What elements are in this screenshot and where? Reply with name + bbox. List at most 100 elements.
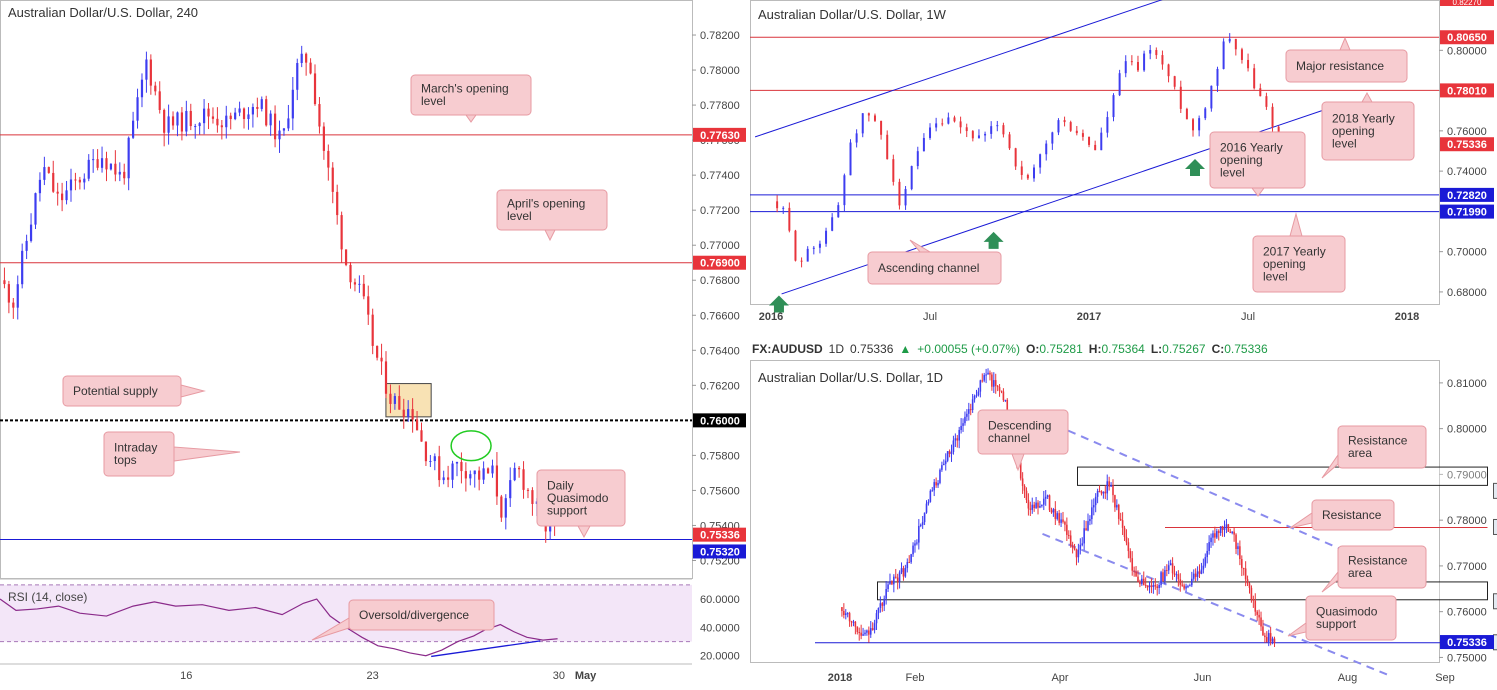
daily-chart[interactable]: 0.81000 0.80000 0.79000 0.78000 0.77000 0.760… [750, 360, 1497, 690]
d-candle-body-120 [1071, 545, 1074, 548]
w-candle-body-67 [1185, 108, 1188, 120]
h4-price-tag-2-text: 0.76000 [700, 415, 740, 427]
h4-chart[interactable]: 0.782000.780000.778000.776000.774000.772… [0, 0, 746, 690]
w-candle-body-0 [776, 201, 779, 209]
d-zone-0 [1077, 466, 1488, 486]
d-candle-body-121 [1073, 547, 1076, 550]
low-label: L: [1150, 342, 1163, 356]
d-candle-body-138 [1106, 481, 1109, 494]
d-y-tick-2: 0.79000 [1447, 469, 1487, 481]
w-candle-body-16 [873, 115, 876, 121]
symbol-interval: 1D [828, 342, 845, 356]
w-y-tick-6: 0.68000 [1447, 287, 1487, 299]
h4-candle-body-56 [251, 106, 254, 115]
d-candle-body-165 [1158, 584, 1160, 588]
w-candle-body-57 [1124, 61, 1127, 74]
w-candle-body-9 [831, 217, 834, 231]
w-candle-body-71 [1210, 85, 1213, 109]
weekly-chart-panel[interactable]: 0.800000.780000.760000.740000.720000.700… [750, 0, 1497, 336]
d-candle-body-115 [1062, 519, 1064, 522]
h4-price-tag-4-text: 0.75320 [700, 546, 740, 558]
d-candle-body-61 [958, 430, 960, 441]
h4-candle-body-16 [74, 179, 77, 181]
d-candle-body-153 [1135, 571, 1137, 577]
h4-callout-qm-text-1: Quasimodo [547, 491, 609, 505]
d-candle-body-42 [921, 522, 924, 525]
h4-candle-body-116 [518, 467, 521, 470]
h4-candle-body-123 [549, 522, 552, 532]
d-candles [841, 368, 1276, 648]
h4-candle-body-72 [322, 126, 325, 151]
h4-candle-body-33 [149, 59, 152, 86]
d-callout-res-area-1-text-1: area [1348, 446, 1372, 460]
d-candle-body-207 [1239, 546, 1241, 560]
w-x-tick-4: 2018 [1395, 311, 1419, 323]
change-up-icon: ▲ [899, 342, 912, 356]
d-candle-body-201 [1227, 524, 1230, 532]
w-candle-body-62 [1155, 50, 1158, 56]
w-candle-body-4 [800, 260, 803, 262]
w-candle-body-79 [1259, 88, 1262, 97]
w-callout-2018-text-0: 2018 Yearly [1332, 111, 1395, 125]
d-candle-body-217 [1258, 614, 1260, 618]
d-candle-body-170 [1167, 565, 1170, 571]
d-candle-body-151 [1131, 558, 1134, 571]
h4-candle-body-100 [447, 477, 450, 480]
d-candle-body-116 [1064, 521, 1066, 525]
w-price-tag-3-text: 0.72820 [1447, 190, 1487, 202]
d-candle-body-154 [1137, 576, 1139, 582]
h4-candle-body-23 [105, 158, 108, 170]
d-x-tick-5: Sep [1435, 672, 1455, 684]
d-candle-body-1 [843, 610, 845, 616]
d-candle-body-107 [1046, 495, 1049, 497]
h4-candle-body-97 [433, 456, 436, 462]
d-candle-body-144 [1117, 504, 1120, 519]
w-price-tag-1-text: 0.78010 [1447, 85, 1487, 97]
d-price-tag-0-bg [1440, 635, 1494, 650]
d-candle-body-76 [987, 372, 989, 375]
daily-chart-panel[interactable]: 0.81000 0.80000 0.79000 0.78000 0.77000 0.760… [750, 360, 1497, 690]
d-candle-body-6 [852, 621, 855, 623]
h4-candle-body-35 [158, 91, 161, 110]
rsi-y-tick-1: 40.0000 [700, 622, 740, 634]
d-candle-body-46 [929, 490, 932, 502]
d-candle-body-113 [1058, 513, 1060, 523]
h4-candle-body-79 [353, 282, 357, 285]
d-candle-body-114 [1060, 519, 1062, 523]
w-y-tick-5: 0.70000 [1447, 247, 1487, 259]
weekly-chart[interactable]: 0.800000.780000.760000.740000.720000.700… [750, 0, 1497, 336]
h4-candle-body-9 [43, 167, 46, 180]
d-candle-body-127 [1085, 528, 1087, 531]
h4-candle-body-104 [464, 471, 467, 479]
h4-candle-body-6 [29, 224, 33, 241]
d-candle-body-156 [1141, 578, 1143, 585]
d-candle-body-205 [1235, 534, 1237, 549]
d-candle-body-41 [919, 524, 922, 526]
symbol-name[interactable]: FX:AUDUSD [752, 342, 823, 356]
w-candle-body-15 [867, 113, 870, 116]
h4-candle-body-83 [371, 314, 374, 346]
w-candle-body-68 [1192, 119, 1195, 131]
h4-chart-panel[interactable]: 0.782000.780000.778000.776000.774000.772… [0, 0, 746, 690]
d-candle-body-58 [952, 440, 955, 453]
d-candle-body-81 [996, 385, 999, 388]
h4-candle-body-46 [207, 108, 210, 117]
w-candle-body-61 [1149, 50, 1152, 54]
d-candle-body-67 [969, 409, 972, 411]
d-candle-body-112 [1056, 513, 1059, 519]
h4-candle-body-117 [522, 469, 525, 490]
d-candle-body-194 [1214, 533, 1216, 538]
w-candle-body-23 [916, 151, 919, 167]
h4-candle-body-89 [398, 396, 401, 410]
h4-candle-body-57 [256, 106, 259, 109]
w-callout-channel-text-0: Ascending channel [878, 261, 979, 275]
d-y-tick-3: 0.78000 [1447, 515, 1487, 527]
h4-candle-body-44 [198, 123, 201, 127]
d-candle-body-83 [1000, 390, 1003, 392]
d-chart-title: Australian Dollar/U.S. Dollar, 1D [758, 370, 943, 385]
h4-y-tick-5: 0.77200 [700, 205, 740, 217]
d-candle-body-8 [856, 626, 859, 633]
w-callout-2018-text-1: opening [1332, 124, 1375, 138]
h4-candle-body-8 [38, 179, 42, 194]
d-candle-body-198 [1221, 526, 1224, 530]
